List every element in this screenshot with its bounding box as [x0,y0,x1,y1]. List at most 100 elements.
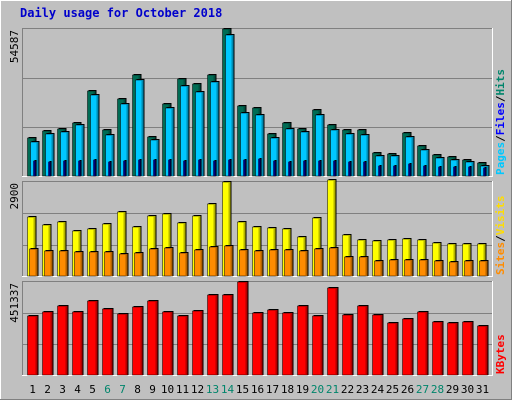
bar-sites-day-30 [464,260,474,277]
bar-sites-day-9 [149,248,159,277]
series-label-separator: / [494,135,507,142]
bar-kbytes-day-4 [72,311,84,376]
bar-pages-day-20 [318,160,322,177]
x-tick-label: 14 [221,383,235,396]
bar-pages-day-9 [153,159,157,177]
panel-hits-series-labels: Pages/Files/Hits [494,69,507,175]
bar-kbytes-day-3 [57,305,69,376]
bar-sites-day-26 [404,259,414,277]
bar-kbytes-day-18 [282,312,294,376]
bar-kbytes-day-26 [402,318,414,376]
bar-pages-day-7 [123,160,127,177]
bar-pages-day-19 [303,160,307,177]
x-tick-label: 18 [281,383,294,396]
bar-sites-day-20 [314,248,324,277]
bar-kbytes-day-15 [237,281,249,376]
panel-visits-bars [27,179,489,277]
bar-sites-day-21 [329,247,339,277]
bar-kbytes-day-30 [462,321,474,376]
x-tick-label: 5 [89,383,96,396]
bar-kbytes-day-11 [177,315,189,376]
bar-pages-day-23 [363,161,367,177]
chart-title: Daily usage for October 2018 [20,6,222,20]
bar-kbytes-day-20 [312,315,324,376]
x-tick-label: 10 [161,383,174,396]
panel-hits-bars [27,28,490,177]
panel-visits: 2900 Sites/Visits [8,179,507,277]
bar-pages-day-5 [93,159,97,177]
bar-sites-day-16 [254,250,264,277]
x-tick-label: 12 [191,383,204,396]
bar-kbytes-day-22 [342,314,354,376]
x-tick-label: 4 [74,383,81,396]
x-tick-label: 28 [431,383,444,396]
bar-pages-day-26 [408,163,412,177]
bar-kbytes-day-8 [132,306,144,376]
panel-hits-max-label: 54587 [8,30,21,63]
x-tick-label: 24 [371,383,385,396]
bar-kbytes-day-1 [27,315,39,376]
x-tick-label: 7 [119,383,126,396]
bar-sites-day-7 [119,253,129,277]
bar-pages-day-8 [138,159,142,177]
bar-sites-day-22 [344,256,354,277]
bar-sites-day-5 [89,251,99,277]
x-tick-label: 11 [176,383,189,396]
bar-pages-day-16 [258,158,262,177]
bar-sites-day-12 [194,249,204,277]
bar-kbytes-day-5 [87,300,99,376]
chart-panels: 54587Pages/Files/Hits2900Sites/Visits451… [8,28,507,376]
bar-kbytes-day-10 [162,311,174,376]
bar-pages-day-31 [483,167,487,177]
bar-sites-day-10 [164,247,174,277]
x-tick-label: 26 [401,383,414,396]
x-tick-label: 21 [326,383,339,396]
bar-pages-day-6 [108,161,112,177]
bar-sites-day-11 [179,252,189,277]
x-tick-label: 6 [104,383,111,396]
series-label-pages: Pages [494,142,507,175]
bar-sites-day-27 [419,259,429,277]
series-label-sites: Sites [494,242,507,275]
bar-kbytes-day-19 [297,305,309,376]
bar-kbytes-day-27 [417,311,429,376]
series-label-hits: Hits [494,69,507,96]
panel-visits-max-label: 2900 [8,183,21,210]
bar-kbytes-day-14 [222,294,234,376]
panel-kbytes-max-label: 451337 [8,283,21,323]
bar-kbytes-day-7 [117,313,129,376]
bar-sites-day-19 [299,250,309,277]
bar-sites-day-8 [134,252,144,277]
bar-pages-day-27 [423,165,427,177]
x-tick-label: 27 [416,383,429,396]
bar-kbytes-day-31 [477,325,489,376]
x-tick-label: 22 [341,383,354,396]
x-tick-label: 15 [236,383,249,396]
bar-sites-day-23 [359,256,369,277]
bar-sites-day-2 [44,250,54,277]
bar-pages-day-3 [63,160,67,177]
x-tick-label: 30 [461,383,474,396]
bar-kbytes-day-23 [357,305,369,376]
panel-kbytes-bars [27,281,489,376]
bar-pages-day-30 [468,166,472,177]
bar-kbytes-day-21 [327,287,339,376]
bar-kbytes-day-2 [42,311,54,376]
series-label-files: Files [494,102,507,135]
x-tick-label: 20 [311,383,324,396]
bar-pages-day-22 [348,161,352,177]
bar-pages-day-28 [438,166,442,177]
bar-pages-day-2 [48,161,52,177]
bar-pages-day-15 [243,159,247,177]
bar-files-day-14 [225,34,235,177]
x-tick-label: 19 [296,383,309,396]
bar-sites-day-15 [239,249,249,277]
panel-kbytes: 451337 KBytes [8,281,507,376]
bar-sites-day-18 [284,249,294,277]
bar-pages-day-29 [453,166,457,177]
bar-pages-day-11 [183,160,187,177]
x-tick-label: 23 [356,383,369,396]
bar-sites-day-25 [389,259,399,277]
bar-kbytes-day-16 [252,312,264,376]
